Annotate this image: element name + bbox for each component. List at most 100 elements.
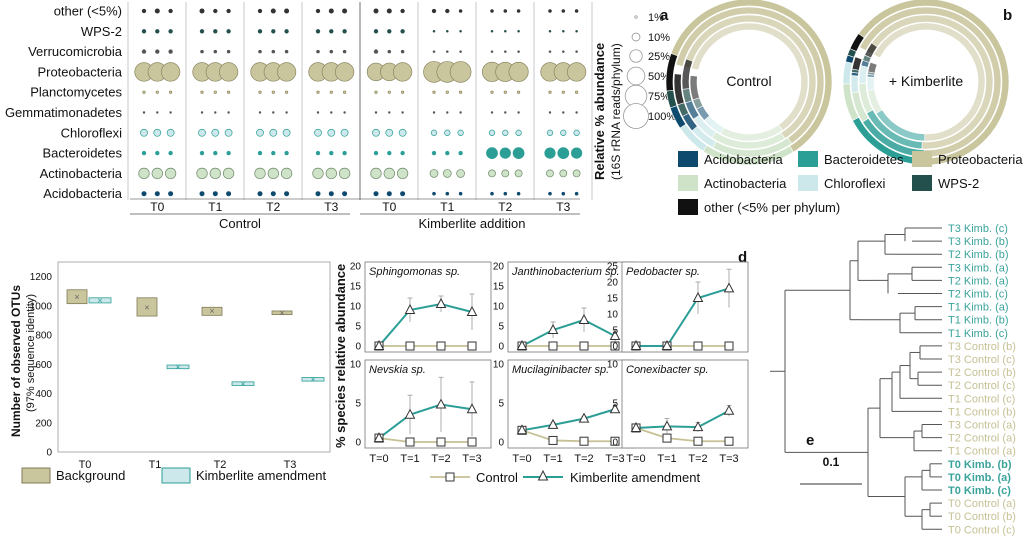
species-kimberlite-marker — [578, 412, 590, 423]
bubble-dot — [501, 169, 510, 178]
tree-leaf-label: T1 Control (a) — [948, 446, 1016, 458]
species-control-marker — [548, 435, 558, 445]
otu-box-background — [136, 297, 158, 317]
bubble-dot — [155, 29, 160, 34]
tree-leaf-label: T0 Control (b) — [948, 511, 1016, 523]
bubble-dot — [141, 29, 147, 34]
bubble-dot — [338, 167, 351, 180]
bubble-dot — [432, 111, 436, 114]
phylum-label: Proteobacteria — [37, 64, 122, 79]
bubble-dot — [151, 167, 163, 180]
bubble-dot — [256, 128, 264, 137]
bubble-dot — [401, 111, 404, 114]
bubble-dot — [254, 167, 266, 180]
bubble-dot — [503, 191, 508, 196]
bubble-dot — [329, 29, 334, 34]
bubble-dot — [571, 147, 583, 159]
species-ytick: 15 — [350, 282, 362, 293]
tree-leaf-label: T3 Control (b) — [948, 341, 1016, 353]
species-ytick: 10 — [607, 360, 619, 371]
species-ylabel: % species relative abundance — [333, 264, 348, 448]
timepoint-label: T0 — [150, 200, 164, 214]
bubble-dot — [213, 29, 218, 34]
bubble-dot — [272, 111, 275, 114]
species-xtick: T=2 — [688, 453, 707, 465]
species-xtick: T=3 — [719, 453, 738, 465]
species-title: Mucilaginibacter sp. — [512, 364, 609, 376]
legend-label-bacteroidetes: Bacteroidetes — [824, 152, 904, 167]
otu-box-background — [271, 310, 293, 316]
bubble-dot — [257, 191, 263, 197]
tree-leaf-label: T0 Kimb. (a) — [948, 472, 1011, 484]
bubble-dot — [282, 128, 291, 137]
bubble-dot — [154, 191, 160, 197]
bubble-dot — [258, 111, 262, 114]
size-legend-label: 1% — [648, 12, 664, 24]
species-xtick: T=2 — [574, 453, 593, 465]
panel-letter-a: a — [660, 7, 669, 24]
otu-xtick: T0 — [79, 459, 92, 471]
tree-leaf-label: T0 Kimb. (b) — [948, 459, 1012, 471]
bubble-dots — [134, 8, 587, 197]
bubble-dot — [458, 191, 463, 196]
bubble-dot — [258, 49, 262, 54]
donut-slice — [864, 42, 878, 59]
bubble-dot — [561, 90, 565, 94]
size-legend-label: 50% — [648, 71, 670, 83]
bubble-dot — [370, 167, 382, 180]
otu-ytick: 1200 — [30, 272, 53, 283]
species-kimberlite-marker — [609, 329, 621, 340]
bubble-dot — [560, 129, 567, 136]
bubble-dot — [486, 147, 498, 159]
bubble-dot — [155, 49, 160, 54]
panel-letter-b: b — [1003, 7, 1012, 24]
species-kimberlite-marker — [723, 282, 735, 293]
tree-panel: T3 Kimb. (c)T3 Kimb. (b)T2 Kimb. (b)T3 K… — [770, 223, 1016, 536]
legend-swatch-wps2 — [912, 175, 932, 191]
bubble-dot — [488, 129, 496, 136]
bubble-dot — [503, 9, 508, 13]
otu-box-kimberlite — [231, 381, 255, 386]
bubble-dot — [488, 169, 496, 178]
bubble-dot — [442, 169, 452, 178]
bubble-dot — [276, 62, 297, 82]
bubble-dot — [269, 128, 278, 137]
bubble-dot — [312, 167, 324, 180]
species-kimberlite-marker — [435, 297, 447, 308]
bubble-dot — [257, 29, 263, 34]
species-xtick: T=1 — [657, 453, 676, 465]
bubble-dot — [400, 49, 405, 54]
bubble-dot — [271, 49, 276, 54]
panel-letter-d: d — [738, 249, 747, 266]
bubble-dot — [388, 111, 391, 114]
species-ytick: 5 — [355, 322, 361, 333]
phylum-label: Chloroflexi — [61, 125, 123, 140]
species-ytick: 5 — [355, 399, 361, 410]
bubble-dot — [328, 191, 334, 197]
otu-mean-kimberlite: × — [240, 379, 245, 389]
species-control-marker — [579, 341, 589, 351]
otu-ytick: 600 — [35, 360, 52, 371]
bubble-dot — [512, 147, 525, 159]
bubble-dot — [432, 30, 436, 33]
otu-ytick: 0 — [46, 448, 52, 459]
otu-xtick: T3 — [284, 459, 297, 471]
bubble-dot — [315, 150, 321, 156]
bubble-dot — [449, 61, 472, 83]
species-kimberlite-marker — [373, 432, 385, 443]
species-control-line — [378, 437, 472, 443]
bubble-dot — [548, 9, 552, 13]
otu-plot-frame — [57, 261, 331, 453]
bubble-dot — [343, 111, 346, 114]
bubble-dot — [490, 9, 494, 13]
bubble-dot — [502, 129, 509, 136]
bubble-dot — [387, 29, 392, 34]
bubble-dot — [400, 150, 405, 156]
bubble-dot — [226, 150, 231, 156]
otu-box-kimberlite — [88, 297, 112, 304]
bubble-dot — [258, 90, 262, 94]
species-kimberlite-line — [521, 318, 616, 347]
size-legend-circle — [626, 66, 646, 86]
bubble-dot — [329, 49, 334, 54]
group-label-control: Control — [219, 216, 261, 231]
